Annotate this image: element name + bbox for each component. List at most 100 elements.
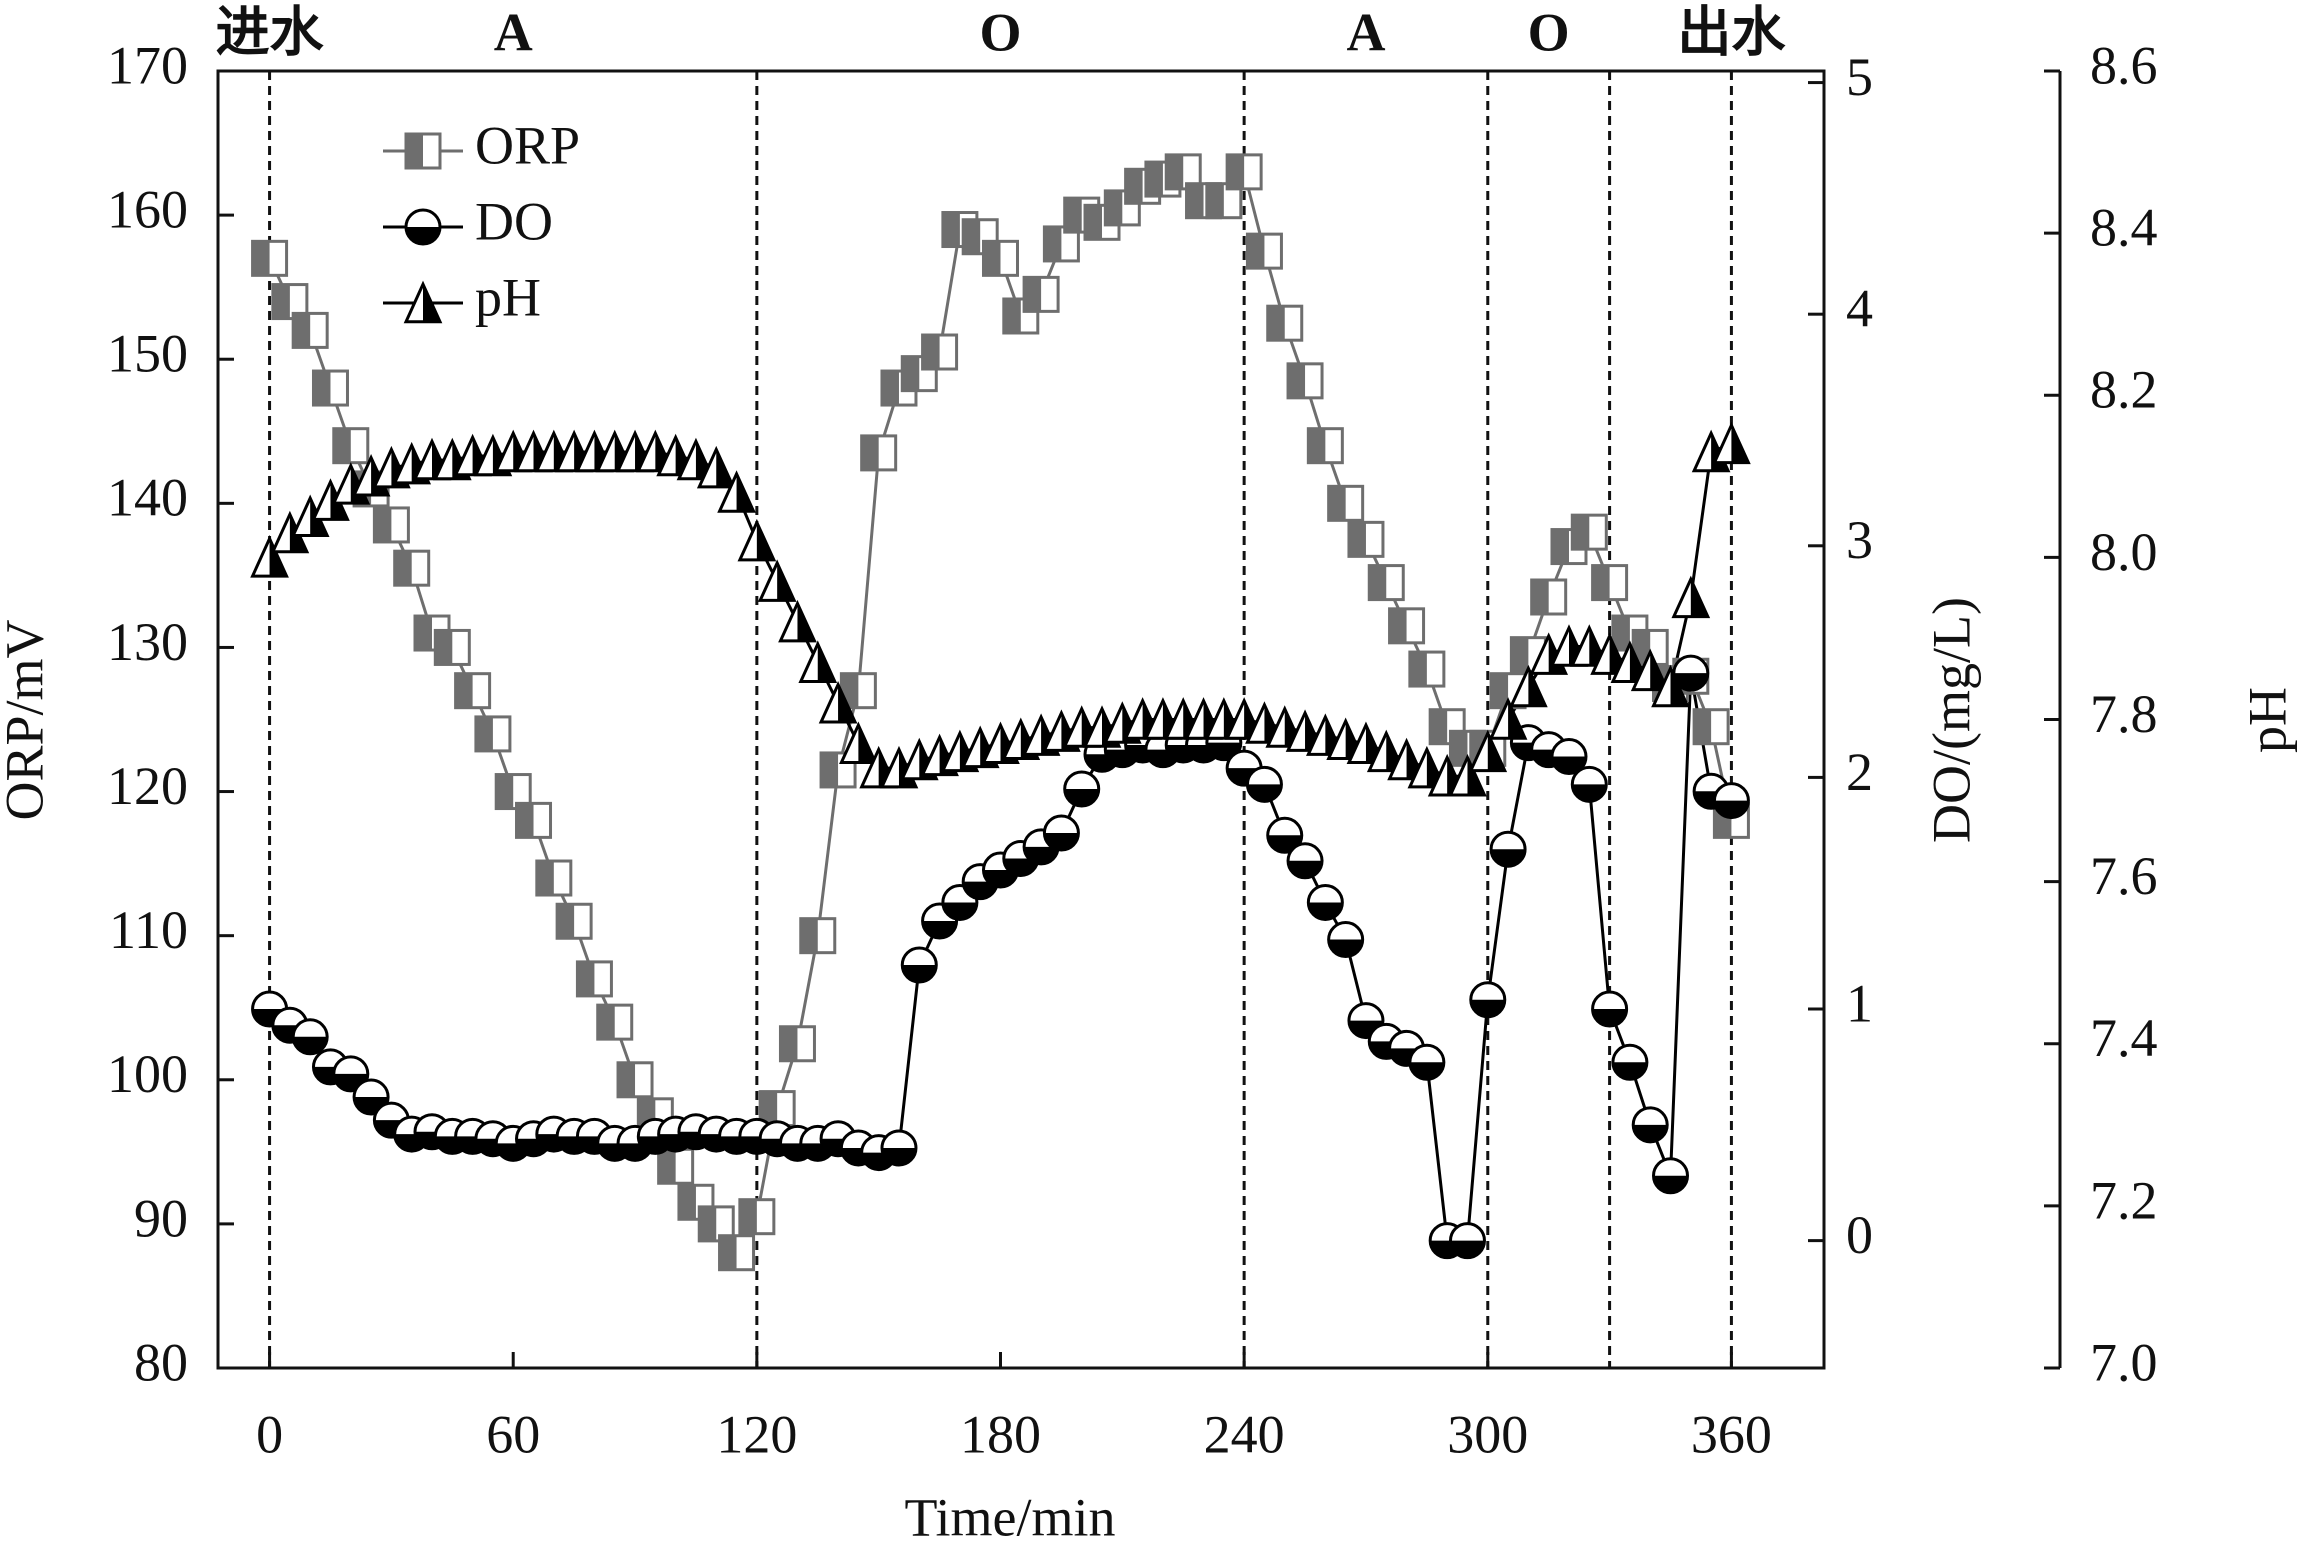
data-point xyxy=(1306,427,1344,465)
marker-half xyxy=(435,630,453,665)
legend-label: ORP xyxy=(475,115,580,175)
marker-half xyxy=(1487,733,1505,771)
marker-half xyxy=(881,1147,916,1165)
data-point xyxy=(1530,578,1568,616)
marker-half xyxy=(736,473,754,512)
data-point xyxy=(758,1090,796,1128)
marker-half xyxy=(1670,668,1688,706)
marker-half xyxy=(655,433,673,471)
data-point xyxy=(718,1234,756,1272)
y-axis-label: ORP/mV xyxy=(0,619,54,820)
data-point xyxy=(1124,167,1162,205)
data-point xyxy=(696,445,736,489)
data-point xyxy=(1591,564,1629,602)
marker-half xyxy=(423,284,440,322)
marker-half xyxy=(293,313,311,348)
marker-half xyxy=(1328,486,1346,521)
marker-half xyxy=(1024,846,1059,864)
data-point xyxy=(1306,883,1344,921)
marker-half xyxy=(780,1026,798,1061)
y-tick-label: 160 xyxy=(107,180,188,240)
y3-tick-label: 7.2 xyxy=(2090,1170,2158,1230)
marker-half xyxy=(406,227,440,244)
y-tick-label: 120 xyxy=(107,756,188,816)
data-point xyxy=(778,599,817,643)
data-point xyxy=(1245,232,1283,270)
marker-half xyxy=(797,603,815,641)
data-point xyxy=(1367,564,1405,602)
marker-half xyxy=(1694,709,1712,744)
data-point xyxy=(717,470,756,513)
marker-half xyxy=(1491,673,1509,708)
data-point xyxy=(1651,664,1690,708)
x-tick-label: 60 xyxy=(486,1404,540,1464)
y3-tick-label: 8.4 xyxy=(2090,198,2158,258)
legend-marker xyxy=(404,132,442,170)
data-point xyxy=(818,680,858,724)
y-tick-label: 140 xyxy=(107,468,188,528)
marker-half xyxy=(902,965,937,983)
marker-half xyxy=(374,507,392,542)
marker-half xyxy=(431,441,449,479)
data-point xyxy=(738,1198,776,1236)
x-tick-label: 300 xyxy=(1447,1404,1528,1464)
marker-half xyxy=(983,870,1018,888)
data-point xyxy=(291,311,329,349)
phase-label: O xyxy=(979,2,1021,62)
data-point xyxy=(799,917,837,955)
marker-half xyxy=(1592,565,1610,600)
y2-tick-label: 4 xyxy=(1846,279,1873,339)
marker-half xyxy=(1633,630,1651,665)
marker-half xyxy=(313,371,331,406)
marker-half xyxy=(1247,784,1282,802)
marker-half xyxy=(1183,700,1201,739)
y-tick-label: 100 xyxy=(107,1044,188,1104)
marker-half xyxy=(1450,731,1468,766)
data-point xyxy=(1509,664,1548,708)
marker-half xyxy=(1105,190,1123,225)
marker-half xyxy=(902,356,920,391)
marker-half xyxy=(678,1185,696,1220)
data-point xyxy=(860,434,898,472)
legend-marker xyxy=(404,208,442,246)
data-point xyxy=(1327,921,1365,959)
marker-half xyxy=(1085,205,1103,240)
marker-half xyxy=(597,1005,615,1040)
marker-half xyxy=(942,902,977,920)
marker-half xyxy=(1491,849,1526,867)
data-point xyxy=(1488,697,1528,740)
marker-half xyxy=(1162,700,1180,739)
marker-half xyxy=(1247,234,1265,269)
marker-half xyxy=(1206,183,1224,218)
y2-tick-label: 5 xyxy=(1846,47,1873,107)
data-point xyxy=(1611,1043,1649,1081)
data-point xyxy=(737,518,777,562)
data-point xyxy=(1712,782,1750,820)
y2-tick-label: 0 xyxy=(1846,1205,1873,1265)
data-point xyxy=(1672,654,1710,692)
marker-half xyxy=(574,433,592,471)
data-point xyxy=(454,672,492,710)
data-point xyxy=(1489,830,1527,868)
y-tick-label: 130 xyxy=(107,612,188,672)
marker-half xyxy=(557,904,575,939)
marker-half xyxy=(1024,277,1042,312)
marker-half xyxy=(252,241,270,276)
marker-half xyxy=(1064,788,1099,806)
data-point xyxy=(291,1018,329,1056)
data-point xyxy=(1570,765,1608,803)
data-point xyxy=(757,559,797,602)
marker-half xyxy=(861,435,879,470)
marker-half xyxy=(1612,616,1630,651)
marker-half xyxy=(1690,579,1708,617)
phase-label: 出水 xyxy=(1677,2,1786,62)
marker-half xyxy=(1166,154,1184,189)
marker-half xyxy=(1003,858,1038,876)
data-point xyxy=(1630,648,1670,692)
marker-half xyxy=(983,241,1001,276)
marker-half xyxy=(618,1062,636,1097)
x-axis-label: Time/min xyxy=(904,1487,1115,1547)
marker-half xyxy=(942,212,960,247)
y-tick-label: 80 xyxy=(134,1332,188,1392)
data-point xyxy=(778,1025,816,1063)
